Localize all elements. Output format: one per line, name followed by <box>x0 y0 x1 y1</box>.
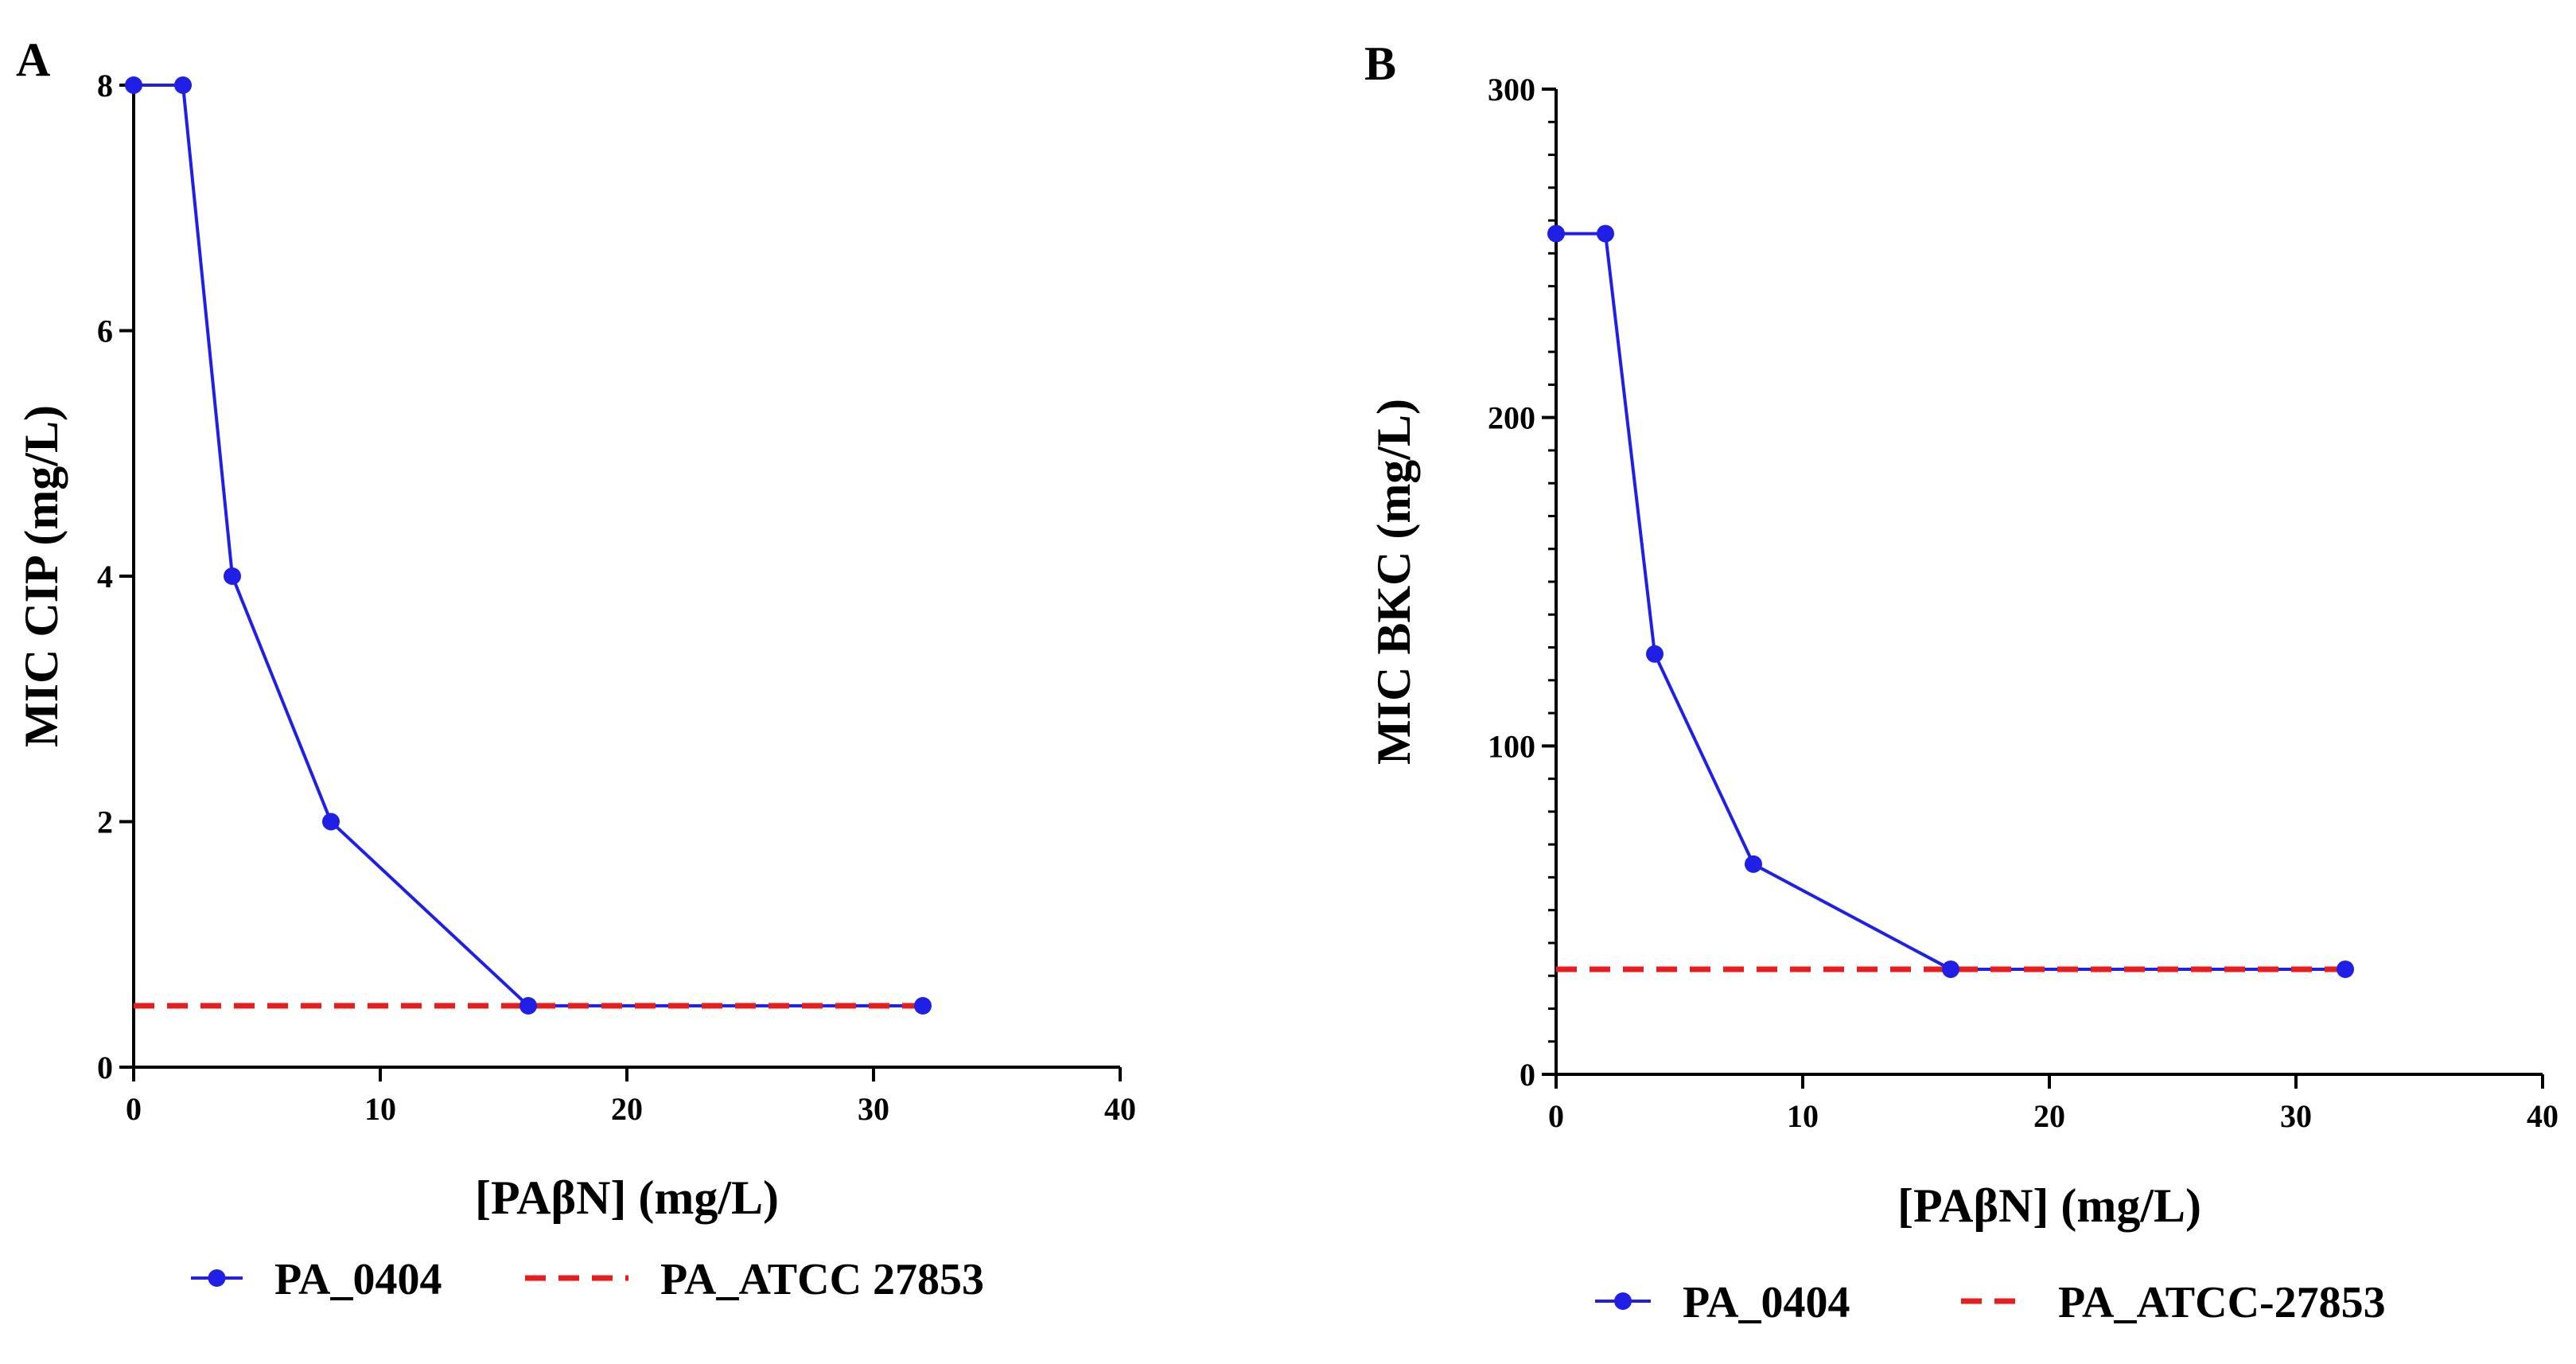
y-tick-label: 300 <box>1488 72 1535 107</box>
chart-panel-a: A 0 2 4 6 8 0 10 20 30 40 [PAβN] (mg/L) MIC CIP (mg/… <box>15 33 1136 1304</box>
y-tick-label: 8 <box>97 68 113 103</box>
data-point <box>174 76 192 94</box>
panel-letter: B <box>1364 37 1396 90</box>
legend-label: PA_0404 <box>274 1255 442 1304</box>
x-tick-label: 0 <box>126 1091 142 1127</box>
data-point <box>519 996 537 1015</box>
x-axis-label: [PAβN] (mg/L) <box>475 1171 779 1224</box>
x-tick-label: 30 <box>858 1091 889 1127</box>
y-tick-label: 200 <box>1488 400 1535 436</box>
y-tick-label: 0 <box>1520 1057 1535 1093</box>
data-point <box>1597 224 1614 243</box>
x-tick-label: 10 <box>1787 1098 1819 1134</box>
y-tick-label: 100 <box>1488 728 1535 764</box>
series-line-pa_0404 <box>134 84 923 1007</box>
legend-swatch-marker <box>208 1269 226 1287</box>
data-point <box>125 76 142 94</box>
data-point <box>1745 855 1762 873</box>
y-tick-label: 6 <box>97 314 113 349</box>
y-tick-label: 0 <box>97 1050 113 1085</box>
x-tick-label: 20 <box>611 1091 643 1127</box>
x-tick-label: 10 <box>364 1091 396 1127</box>
x-tick-label: 40 <box>2527 1098 2558 1134</box>
data-point <box>224 567 241 585</box>
legend-label: PA_0404 <box>1683 1278 1850 1327</box>
series-line-pa_0404 <box>1556 232 2345 971</box>
data-point <box>914 996 932 1015</box>
legend-swatch-marker <box>1614 1292 1632 1310</box>
chart-panel-b: B 0 100 200 300 0 10 20 30 40 [PAβN] (mg/L) MIC BKC… <box>1364 37 2558 1327</box>
panel-letter: A <box>16 33 50 86</box>
data-point <box>2337 960 2354 978</box>
legend-label: PA_ATCC 27853 <box>660 1255 984 1304</box>
data-point <box>322 813 340 831</box>
x-tick-label: 30 <box>2280 1098 2312 1134</box>
y-axis-label: MIC BKC (mg/L) <box>1368 399 1420 765</box>
y-tick-label: 4 <box>97 559 113 594</box>
data-point <box>1547 224 1565 243</box>
legend-label: PA_ATCC-27853 <box>2058 1278 2386 1327</box>
x-tick-label: 20 <box>2033 1098 2065 1134</box>
x-tick-label: 0 <box>1548 1098 1564 1134</box>
data-point <box>1646 645 1664 663</box>
y-axis-label: MIC CIP (mg/L) <box>15 405 68 747</box>
y-tick-label: 2 <box>97 805 113 840</box>
data-point <box>1942 960 1959 978</box>
x-axis-label: [PAβN] (mg/L) <box>1897 1179 2201 1232</box>
x-tick-label: 40 <box>1104 1091 1136 1127</box>
